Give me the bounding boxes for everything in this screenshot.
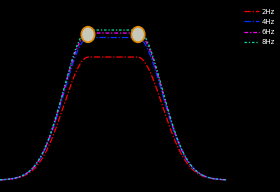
2Hz (106, 56, 109, 58)
2Hz (220, 178, 223, 181)
4Hz (108, 36, 111, 39)
Legend: 2Hz, 4Hz, 6Hz, 8Hz: 2Hz, 4Hz, 6Hz, 8Hz (242, 7, 277, 47)
4Hz (106, 36, 109, 39)
4Hz (220, 178, 223, 181)
4Hz (184, 157, 187, 160)
8Hz (87, 29, 90, 31)
6Hz (184, 156, 187, 159)
6Hz (0, 179, 2, 181)
8Hz (121, 29, 124, 31)
2Hz (121, 56, 124, 58)
8Hz (184, 156, 187, 158)
8Hz (220, 178, 223, 181)
6Hz (121, 32, 124, 34)
Circle shape (81, 27, 95, 42)
8Hz (224, 179, 228, 181)
Line: 8Hz: 8Hz (0, 30, 226, 180)
6Hz (133, 32, 137, 34)
8Hz (0, 179, 2, 181)
8Hz (108, 29, 111, 31)
6Hz (106, 32, 109, 34)
Line: 4Hz: 4Hz (0, 37, 226, 180)
2Hz (184, 160, 187, 162)
4Hz (87, 36, 90, 39)
6Hz (108, 32, 111, 34)
Circle shape (131, 27, 145, 42)
4Hz (133, 36, 137, 39)
6Hz (220, 178, 223, 181)
Line: 2Hz: 2Hz (0, 57, 226, 180)
4Hz (0, 179, 2, 181)
8Hz (106, 29, 109, 31)
2Hz (133, 56, 137, 58)
6Hz (87, 32, 90, 34)
2Hz (108, 56, 111, 58)
6Hz (224, 179, 228, 181)
4Hz (121, 36, 124, 39)
2Hz (224, 179, 228, 181)
8Hz (133, 29, 137, 31)
4Hz (224, 179, 228, 181)
2Hz (87, 56, 90, 58)
2Hz (0, 179, 2, 181)
Line: 6Hz: 6Hz (0, 33, 226, 180)
